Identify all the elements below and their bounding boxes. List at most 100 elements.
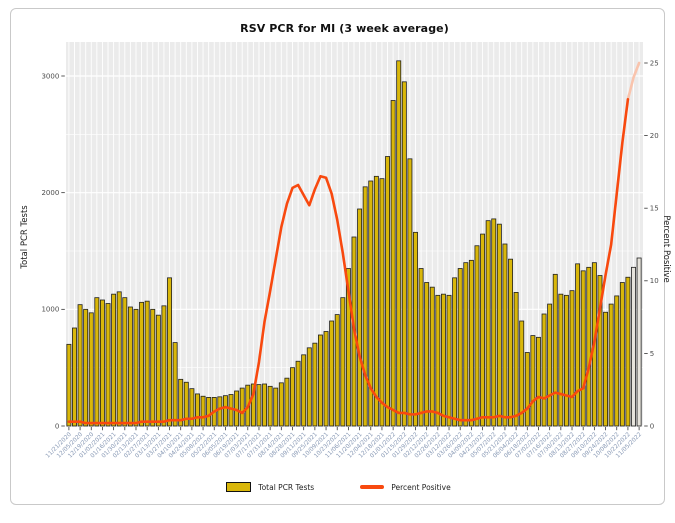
bar: [72, 327, 77, 427]
legend-label-total-pcr-tests: Total PCR Tests: [258, 482, 315, 492]
bar: [558, 293, 564, 427]
bar: [502, 243, 508, 427]
bar: [625, 276, 631, 427]
bar: [133, 308, 139, 427]
bar: [440, 293, 446, 427]
svg-text:5: 5: [650, 350, 654, 358]
bar: [77, 304, 83, 427]
bar: [496, 223, 502, 427]
bar: [552, 273, 558, 427]
bar: [474, 245, 480, 427]
svg-text:3000: 3000: [41, 72, 59, 80]
bar: [183, 381, 189, 427]
bar: [290, 367, 295, 427]
bar: [273, 387, 279, 427]
svg-text:1000: 1000: [41, 306, 59, 314]
bar: [530, 335, 536, 427]
bar: [94, 297, 100, 427]
bar: [485, 220, 491, 427]
bar: [547, 303, 553, 427]
bar: [127, 306, 133, 427]
bar: [278, 382, 284, 427]
bar: [178, 378, 184, 427]
bar: [250, 383, 256, 427]
bar: [519, 320, 525, 427]
svg-text:10: 10: [650, 277, 659, 285]
bar: [189, 388, 195, 427]
bar: [161, 305, 167, 427]
bar: [636, 257, 642, 427]
bar: [318, 334, 323, 427]
bar: [396, 60, 402, 427]
bar: [407, 158, 413, 427]
bar: [323, 331, 329, 427]
chart-plot-area: 0 1000 2000 3000 0 5 10 15 20 25 11/21/202012/05/2…: [20, 42, 671, 460]
bar: [295, 360, 301, 427]
bar: [362, 186, 368, 427]
bar: [424, 282, 430, 427]
bar-swatch-icon: [226, 482, 252, 492]
bar: [563, 294, 569, 427]
bar: [88, 312, 94, 427]
line-swatch-icon: [360, 485, 385, 489]
bar: [312, 342, 318, 427]
legend: Total PCR Tests Percent Positive: [11, 482, 666, 492]
left-axis-tick-labels: 0 1000 2000 3000: [41, 72, 59, 430]
bar: [105, 303, 111, 427]
bar: [597, 275, 603, 427]
right-axis-tick-labels: 0 5 10 15 20 25: [650, 59, 659, 430]
svg-text:20: 20: [650, 132, 659, 140]
legend-label-percent-positive: Percent Positive: [391, 482, 451, 492]
bar: [508, 258, 513, 427]
bar: [195, 393, 200, 427]
bar: [452, 277, 458, 427]
bar: [390, 100, 396, 427]
bar: [357, 208, 363, 427]
bar: [111, 293, 117, 427]
legend-item-percent-positive: Percent Positive: [360, 483, 451, 492]
bar: [580, 270, 586, 427]
left-axis-title: Total PCR Tests: [20, 205, 30, 270]
bar: [222, 395, 228, 427]
bar: [575, 263, 581, 427]
bar: [457, 268, 463, 427]
percent-line: [67, 98, 630, 425]
bar: [379, 178, 385, 427]
bar: [267, 385, 273, 427]
bar: [631, 266, 636, 427]
bar: [480, 233, 486, 427]
bar: [513, 292, 519, 427]
chart-card: RSV PCR for MI (3 week average) 0 1000 200…: [10, 8, 671, 505]
bar: [603, 311, 609, 427]
bar: [284, 377, 290, 427]
bar: [463, 262, 469, 427]
bar: [306, 347, 312, 427]
svg-text:0: 0: [55, 422, 59, 430]
bar: [66, 343, 72, 427]
bar: [301, 354, 307, 427]
svg-text:2000: 2000: [41, 189, 59, 197]
bar: [155, 314, 161, 427]
percent-positive-line: [67, 61, 641, 425]
bar: [262, 383, 268, 427]
bar: [167, 277, 172, 427]
svg-text:15: 15: [650, 205, 659, 213]
bar: [83, 308, 89, 427]
bar: [116, 291, 122, 427]
bar: [586, 266, 592, 427]
bar: [340, 297, 346, 427]
bar: [122, 297, 128, 427]
svg-text:25: 25: [650, 59, 659, 67]
bars-total-pcr-tests: [66, 60, 642, 427]
bar: [413, 231, 418, 427]
bar: [541, 313, 547, 427]
right-axis-title: Percent Positive: [661, 215, 671, 282]
bar: [172, 342, 178, 427]
bar: [614, 295, 620, 427]
bar: [373, 175, 379, 427]
bar: [239, 387, 245, 427]
bar: [401, 81, 407, 427]
bar: [345, 268, 351, 427]
bar: [144, 300, 150, 427]
